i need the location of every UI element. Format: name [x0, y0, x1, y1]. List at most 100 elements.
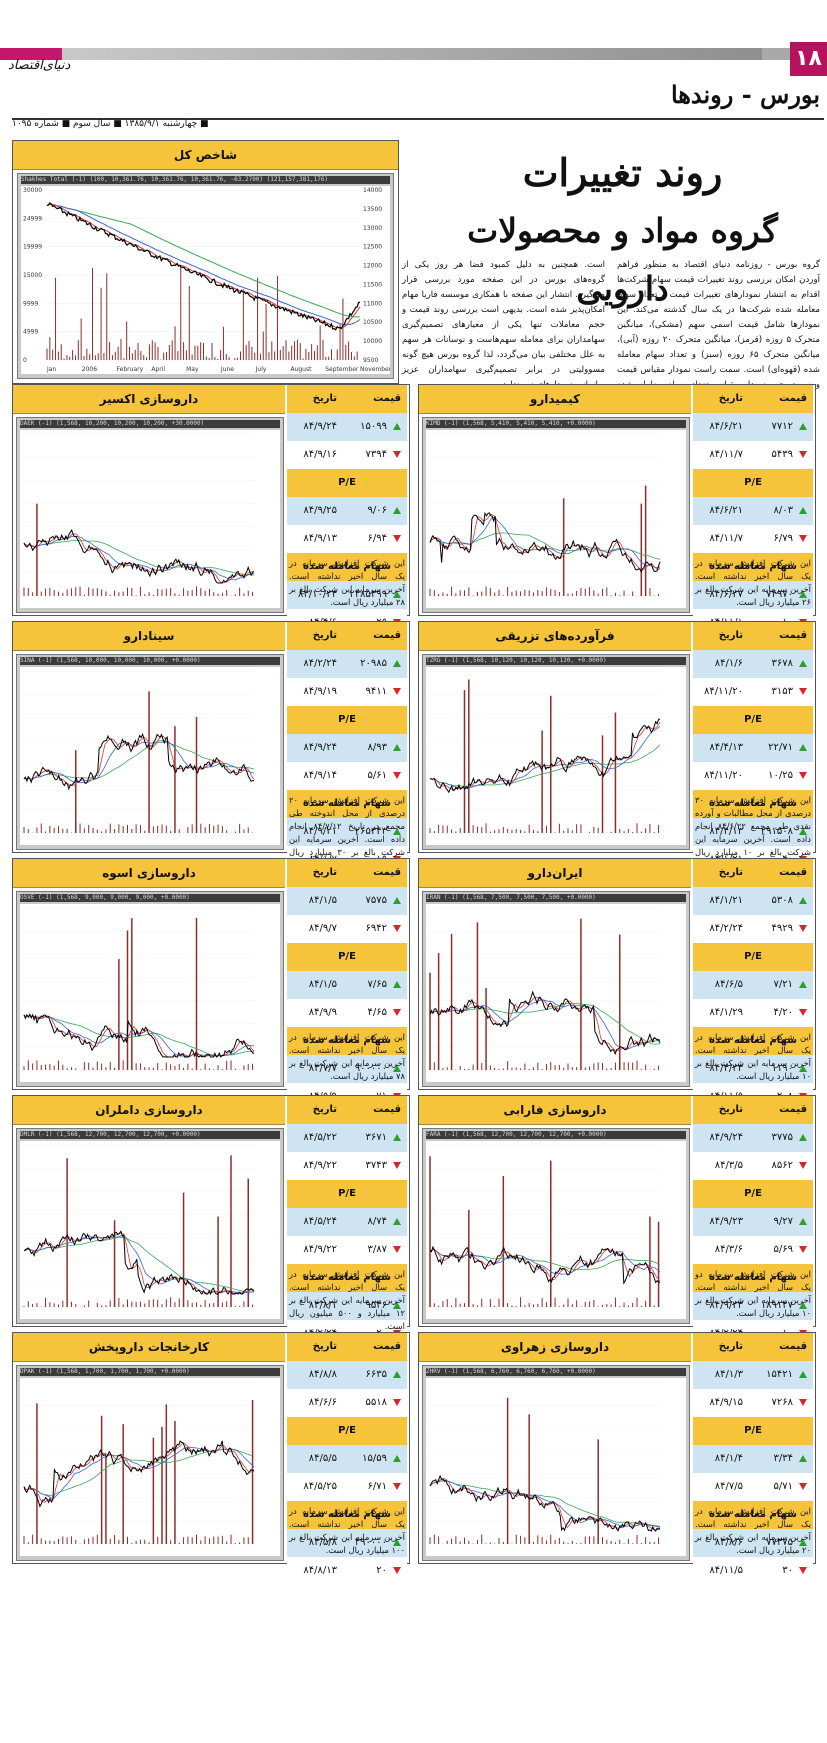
panel-date: ۸۴/۸/۱: [308, 1300, 337, 1311]
value-text: ۷۷۳۷۵: [766, 1537, 793, 1548]
up-arrow-icon: [799, 659, 807, 667]
down-arrow-icon: [799, 1008, 807, 1016]
panel-value: ۳/۸۷: [341, 1236, 407, 1264]
panel-value: ۷۷۱۲: [747, 413, 813, 441]
company-chart-header: SINA (-1) (1,568, 10,000, 10,000, 10,000…: [20, 657, 280, 665]
company-name: داروسازی فارابی: [419, 1096, 691, 1125]
up-arrow-icon: [393, 743, 401, 751]
date-label: تاریخ: [718, 393, 743, 404]
value-text: ۲۲/۷۱: [768, 742, 793, 753]
panel-value: ۹۵۳۶: [341, 1292, 407, 1320]
panel-date: ۸۴/۷/۵: [714, 1481, 743, 1492]
ma5-line: [46, 203, 361, 329]
volume-header-row: سهام معامله شده: [287, 790, 407, 818]
company-card: فرآورده‌های تزریقی TZRG (-1) (1,568, 10,1…: [418, 621, 816, 874]
panel-date: ۸۴/۱/۵: [308, 979, 337, 990]
panel-date: ۸۴/۱/۲۹: [709, 1007, 743, 1018]
panel-value: ۴/۶۵: [341, 999, 407, 1027]
panel-date: ۸۴/۹/۱۴: [303, 770, 337, 781]
company-chart-frame: SINA (-1) (1,568, 10,000, 10,000, 10,000…: [16, 654, 284, 850]
panel-value: ۶۹۴۲: [341, 915, 407, 943]
company-chart-svg: [20, 904, 280, 1082]
panel-value-row: ۴۹۲۹ ۸۴/۲/۲۴: [693, 915, 813, 943]
panel-value-row: ۱۰/۲۵ ۸۴/۱۱/۲۰: [693, 762, 813, 790]
company-data-panel: قیمت تاریخ ۱۵۰۹۹ ۸۴/۹/۲۴ ۷۳۹۴ ۸۴/۹/۱۶ P/E ۹/۰۶ ۸…: [287, 385, 407, 637]
left-tick-label: 0: [23, 357, 27, 364]
down-arrow-icon: [799, 924, 807, 932]
company-data-panel: قیمت تاریخ ۶۶۳۵ ۸۴/۸/۸ ۵۵۱۸ ۸۴/۶/۶ P/E ۱۵/۵۹ ۸۴/…: [287, 1333, 407, 1585]
panel-value: ۳۶۷۱: [341, 1124, 407, 1152]
company-note: این شرکت افزایش سرمایه در یک سال اخیر ند…: [695, 1506, 811, 1555]
value-text: ۳۱۵۳: [771, 686, 793, 697]
ma5-line: [429, 996, 661, 1052]
price-label: قیمت: [373, 1341, 401, 1352]
panel-value: ۶/۷۱: [341, 1473, 407, 1501]
value-text: ۳/۸۷: [367, 1244, 387, 1255]
up-arrow-icon: [393, 422, 401, 430]
panel-value-row: ۴۹۰۰۰۰ ۸۴/۵/۸: [287, 1529, 407, 1557]
panel-value: ۷۴۹۷۰: [747, 581, 813, 609]
value-text: ۱۰/۲۵: [768, 770, 793, 781]
ma20-line: [23, 1234, 255, 1293]
panel-value-row: ۶۶۳۵ ۸۴/۸/۸: [287, 1361, 407, 1389]
up-arrow-icon: [799, 1133, 807, 1141]
volume-header-row: سهام معامله شده: [287, 553, 407, 581]
panel-date: ۸۴/۶/۲۱: [709, 421, 743, 432]
panel-date: ۸۴/۶/۶: [308, 1397, 337, 1408]
company-chart-frame: TZRG (-1) (1,568, 10,120, 10,120, 10,120…: [422, 654, 690, 850]
month-label: August: [290, 366, 312, 373]
page-number: ۱۸: [790, 42, 827, 76]
panel-value: ۳۷۷۵: [747, 1124, 813, 1152]
down-arrow-icon: [393, 1245, 401, 1253]
panel-value-row: ۹۵۳۶ ۸۴/۸/۱: [287, 1292, 407, 1320]
price-label: قیمت: [779, 1104, 807, 1115]
panel-date: ۸۴/۶/۲۷: [709, 589, 743, 600]
panel-value: ۳/۳۴: [747, 1445, 813, 1473]
panel-value-row: ۵/۶۹ ۸۴/۳/۶: [693, 1236, 813, 1264]
value-text: ۸۵۶۲: [771, 1160, 793, 1171]
month-label: April: [151, 366, 165, 373]
left-tick-label: 19999: [23, 244, 42, 251]
company-note: این شرکت افزایش سرمایه ۲۰ درصدی از محل ا…: [289, 795, 405, 870]
down-arrow-icon: [393, 1008, 401, 1016]
panel-value-row: ۷۷۱۲ ۸۴/۶/۲۱: [693, 413, 813, 441]
panel-date: ۸۴/۹/۲۴: [303, 742, 337, 753]
panel-header-row: قیمت تاریخ: [693, 859, 813, 887]
panel-value-row: ۳/۸۷ ۸۴/۹/۲۲: [287, 1236, 407, 1264]
company-chart-header: ZHRV (-1) (1,568, 6,760, 6,760, 6,760, +…: [426, 1368, 686, 1376]
up-arrow-icon: [393, 1370, 401, 1378]
panel-date: ۸۴/۸/۶: [714, 1537, 743, 1548]
company-chart-svg: [426, 1141, 686, 1319]
up-arrow-icon: [799, 1454, 807, 1462]
panel-value: ۴۹۲۹: [747, 915, 813, 943]
month-label: 2006: [82, 366, 97, 373]
price-label: قیمت: [373, 1104, 401, 1115]
panel-date: ۸۴/۴/۱۳: [709, 826, 743, 837]
panel-value-row: ۹۰۰۰۰۰ ۸۴/۷/۷: [287, 1055, 407, 1083]
price-line: [429, 511, 661, 574]
date-label: تاریخ: [718, 630, 743, 641]
panel-value-row: ۱۸۹۱۲۷ ۸۴/۹/۲۳: [693, 1292, 813, 1320]
panel-header-row: قیمت تاریخ: [287, 859, 407, 887]
panel-date: ۸۴/۴/۱۳: [709, 742, 743, 753]
panel-value-row: ۳۱۵۳ ۸۴/۱۱/۲۰: [693, 678, 813, 706]
panel-value: ۲۰: [341, 1557, 407, 1585]
panel-value-row: ۷/۶۵ ۸۴/۱/۵: [287, 971, 407, 999]
panel-value: ۵/۶۱: [341, 762, 407, 790]
panel-date: ۸۴/۵/۵: [308, 1453, 337, 1464]
panel-value: ۲۹۱۵۰۸: [747, 818, 813, 846]
right-tick-label: 10500: [363, 319, 382, 326]
panel-date: ۸۴/۱۱/۷: [709, 449, 743, 460]
ma20-line: [46, 203, 361, 326]
ma5-line: [23, 1232, 255, 1295]
panel-value-row: ۳۰ ۸۴/۱۱/۵: [693, 1557, 813, 1585]
right-tick-label: 11500: [363, 281, 382, 288]
down-arrow-icon: [799, 450, 807, 458]
panel-value-row: ۷۳۹۴ ۸۴/۹/۱۶: [287, 441, 407, 469]
up-arrow-icon: [799, 827, 807, 835]
date-label: تاریخ: [718, 867, 743, 878]
panel-value-row: ۳۶۷۱ ۸۴/۵/۲۲: [287, 1124, 407, 1152]
date-label: تاریخ: [718, 1104, 743, 1115]
company-chart-svg: [20, 1141, 280, 1319]
value-text: ۵/۶۹: [773, 1244, 793, 1255]
